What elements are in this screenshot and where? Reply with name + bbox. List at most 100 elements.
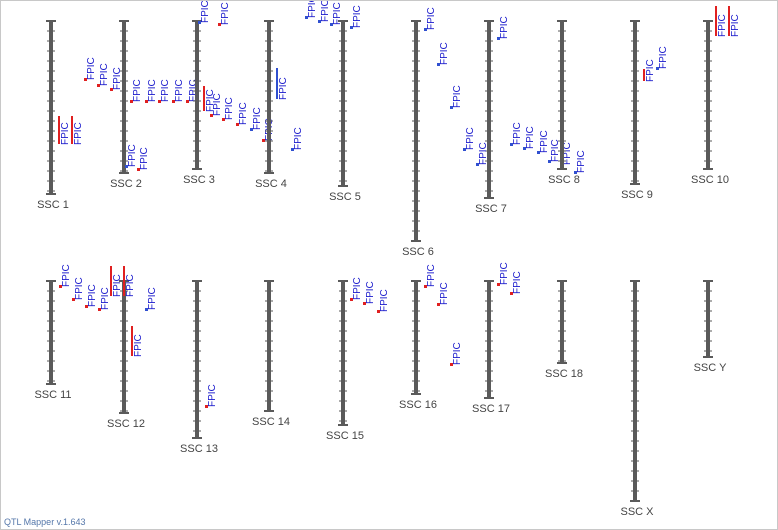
qtl-label: FPIC: [160, 79, 171, 102]
qtl-label: FPIC: [478, 142, 489, 165]
qtl-label: FPIC: [730, 14, 741, 37]
chromosome-label: SSC X: [620, 506, 654, 518]
qtl-marker: [437, 63, 440, 66]
qtl-label: FPIC: [112, 67, 123, 90]
qtl-marker: [497, 37, 500, 40]
qtl-label: FPIC: [147, 287, 158, 310]
qtl-marker: [450, 106, 453, 109]
qtl-label: FPIC: [320, 1, 331, 22]
chromosome-label: SSC 6: [402, 246, 434, 258]
chromosome-label: SSC 11: [34, 389, 71, 401]
qtl-marker: [377, 310, 380, 313]
qtl-label: FPIC: [439, 282, 450, 305]
qtl-label: FPIC: [60, 122, 71, 145]
qtl-marker: [318, 20, 321, 23]
qtl-marker: [98, 308, 101, 311]
qtl-marker: [497, 283, 500, 286]
chromosome-label: SSC Y: [694, 362, 727, 374]
qtl-label: FPIC: [133, 334, 144, 357]
chromosome-label: SSC 5: [329, 191, 361, 203]
qtl-label: FPIC: [125, 274, 136, 297]
qtl-label: FPIC: [658, 46, 669, 69]
chromosome-label: SSC 4: [255, 178, 287, 190]
chromosome-label: SSC 17: [472, 403, 510, 415]
qtl-label: FPIC: [717, 14, 728, 37]
qtl-label: FPIC: [512, 122, 523, 145]
qtl-label: FPIC: [439, 42, 450, 65]
qtl-marker: [59, 285, 62, 288]
qtl-marker: [476, 163, 479, 166]
footer: QTL Mapper v.1.643: [4, 517, 86, 527]
qtl-label: FPIC: [307, 1, 318, 18]
qtl-marker: [305, 16, 308, 19]
chromosome-label: SSC 3: [183, 174, 215, 186]
qtl-marker: [250, 128, 253, 131]
qtl-marker: [85, 305, 88, 308]
qtl-label: FPIC: [539, 130, 550, 153]
qtl-marker: [350, 26, 353, 29]
qtl-label: FPIC: [174, 79, 185, 102]
qtl-marker: [145, 100, 148, 103]
qtl-label: FPIC: [132, 79, 143, 102]
qtl-marker: [437, 303, 440, 306]
qtl-label: FPIC: [426, 7, 437, 30]
qtl-label: FPIC: [352, 5, 363, 28]
qtl-marker: [210, 114, 213, 117]
qtl-marker: [222, 118, 225, 121]
qtl-label: FPIC: [74, 277, 85, 300]
qtl-marker: [548, 160, 551, 163]
qtl-label: FPIC: [332, 2, 343, 25]
qtl-label: FPIC: [550, 139, 561, 162]
qtl-marker: [424, 285, 427, 288]
qtl-label: FPIC: [426, 264, 437, 287]
qtl-label: FPIC: [207, 384, 218, 407]
qtl-label: FPIC: [100, 287, 111, 310]
qtl-label: FPIC: [452, 85, 463, 108]
qtl-label: FPIC: [220, 2, 231, 25]
qtl-marker: [186, 100, 189, 103]
qtl-marker: [172, 100, 175, 103]
qtl-label: FPIC: [238, 102, 249, 125]
chromosome-label: SSC 16: [399, 399, 437, 411]
qtl-marker: [574, 171, 577, 174]
qtl-label: FPIC: [87, 284, 98, 307]
chromosome-label: SSC 7: [475, 203, 507, 215]
qtl-marker: [510, 143, 513, 146]
qtl-marker: [110, 88, 113, 91]
qtl-marker: [236, 123, 239, 126]
qtl-marker: [145, 308, 148, 311]
qtl-marker: [262, 139, 265, 142]
qtl-label: FPIC: [73, 122, 84, 145]
qtl-label: FPIC: [352, 277, 363, 300]
qtl-label: FPIC: [205, 89, 216, 112]
qtl-label: FPIC: [465, 127, 476, 150]
qtl-label: FPIC: [293, 127, 304, 150]
qtl-marker: [72, 298, 75, 301]
chromosome-label: SSC 9: [621, 189, 653, 201]
chromosome-label: SSC 15: [326, 430, 364, 442]
qtl-marker: [205, 405, 208, 408]
chromosome-label: SSC 13: [180, 443, 218, 455]
qtl-marker: [330, 23, 333, 26]
chromosome-label: SSC 1: [37, 199, 69, 211]
qtl-marker: [218, 23, 221, 26]
qtl-marker: [656, 67, 659, 70]
qtl-marker: [523, 147, 526, 150]
qtl-label: FPIC: [112, 274, 123, 297]
qtl-marker: [130, 100, 133, 103]
qtl-label: FPIC: [99, 63, 110, 86]
qtl-label: FPIC: [499, 16, 510, 39]
qtl-label: FPIC: [200, 1, 211, 23]
qtl-label: FPIC: [224, 97, 235, 120]
qtl-marker: [363, 302, 366, 305]
qtl-marker: [424, 28, 427, 31]
qtl-label: FPIC: [499, 262, 510, 285]
chromosome-label: SSC 10: [691, 174, 729, 186]
qtl-label: FPIC: [278, 77, 289, 100]
qtl-label: FPIC: [525, 126, 536, 149]
qtl-label: FPIC: [379, 289, 390, 312]
qtl-label: FPIC: [562, 142, 573, 165]
chromosome-label: SSC 14: [252, 416, 290, 428]
